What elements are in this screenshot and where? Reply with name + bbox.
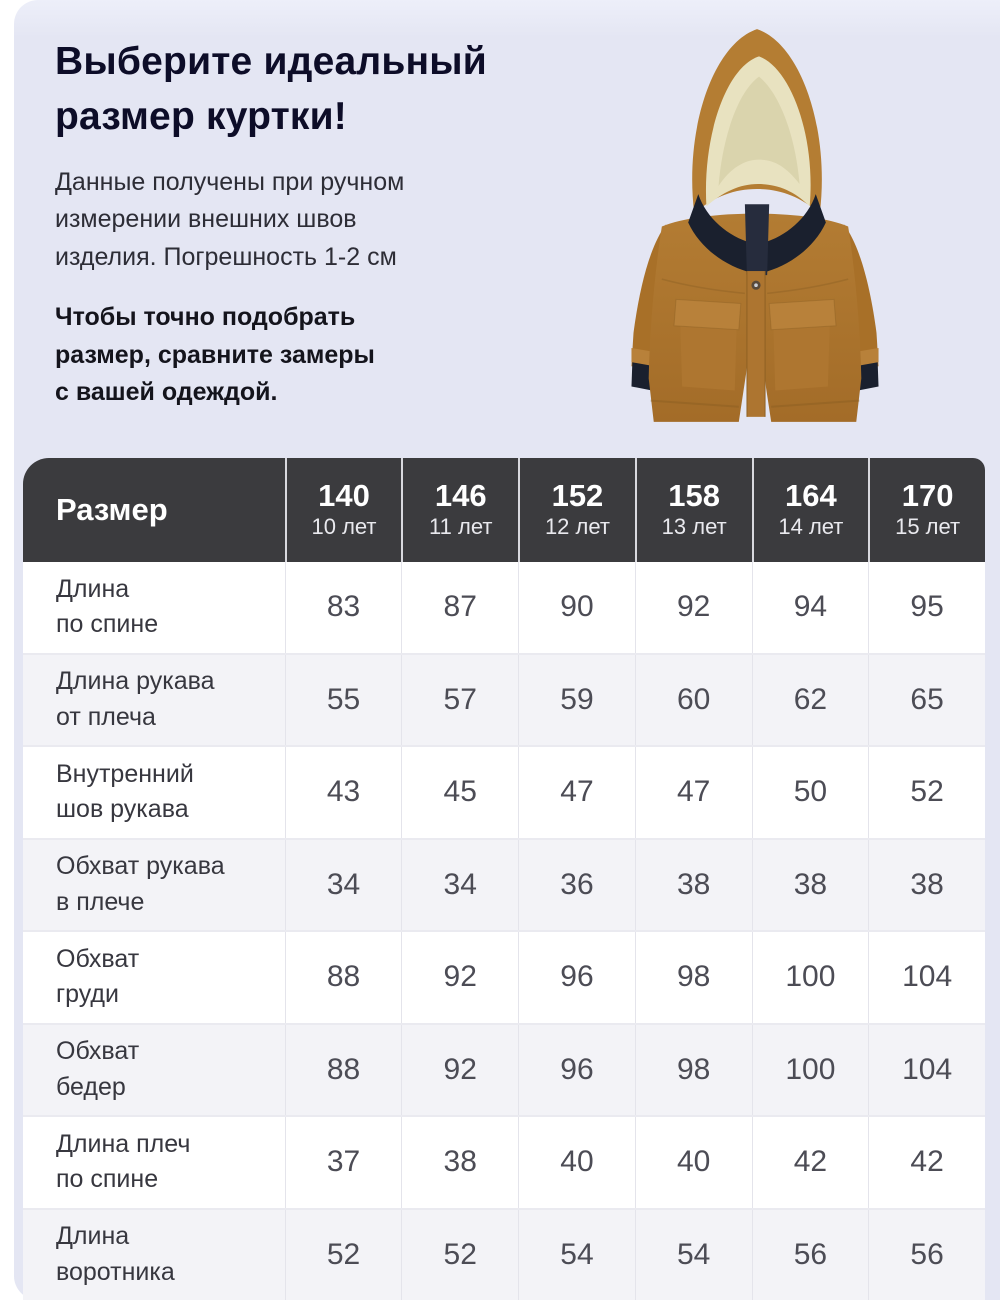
measurement-cell: 92 xyxy=(401,932,518,1023)
age-value: 14 лет xyxy=(778,514,844,540)
measurement-cell: 62 xyxy=(751,654,869,745)
measurement-cell: 57 xyxy=(401,654,518,745)
measurement-cell: 100 xyxy=(751,932,869,1023)
column-header: 164 14 лет xyxy=(751,458,869,562)
measurement-cell: 38 xyxy=(751,839,869,930)
measurement-cell: 54 xyxy=(518,1209,635,1300)
table-row: Длина рукава от плеча 55 57 59 60 62 65 xyxy=(23,652,985,745)
measurement-cell: 37 xyxy=(284,1117,402,1208)
size-value: 158 xyxy=(668,478,721,514)
table-body: Длина по спине 83 87 90 92 94 95 Длина рукава… xyxy=(23,562,985,1300)
intro-text: Данные получены при ручном измерении вне… xyxy=(55,167,405,271)
size-value: 152 xyxy=(551,478,604,514)
measurement-cell: 94 xyxy=(751,562,869,653)
measurement-cell: 55 xyxy=(284,654,402,745)
parka-illustration xyxy=(631,29,879,422)
measurement-cell: 56 xyxy=(868,1209,985,1300)
measurement-cell: 47 xyxy=(634,747,752,838)
size-table: Размер 140 10 лет 146 11 лет 152 12 лет … xyxy=(23,458,985,1300)
measurement-cell: 47 xyxy=(518,747,635,838)
table-row: Внутренний шов рукава 43 45 47 47 50 52 xyxy=(23,745,985,838)
size-value: 164 xyxy=(785,478,837,514)
measurement-cell: 38 xyxy=(401,1117,518,1208)
page-title: Выберите идеальный размер куртки! xyxy=(55,40,487,139)
measurement-cell: 34 xyxy=(284,839,402,930)
measurement-cell: 36 xyxy=(518,839,635,930)
row-label: Длина по спине xyxy=(56,574,159,639)
table-row: Длина по спине 83 87 90 92 94 95 xyxy=(23,562,985,653)
measurement-cell: 43 xyxy=(284,747,402,838)
row-label: Обхват бедер xyxy=(56,1037,140,1101)
measurement-cell: 38 xyxy=(868,839,985,930)
measurement-cell: 45 xyxy=(401,747,518,838)
table-row: Обхват груди 88 92 96 98 100 104 xyxy=(23,930,985,1023)
measurement-cell: 104 xyxy=(868,932,985,1023)
measurement-cell: 100 xyxy=(751,1024,869,1115)
row-label: Длина рукава от плеча xyxy=(56,667,215,731)
age-value: 11 лет xyxy=(429,514,493,540)
measurement-cell: 98 xyxy=(634,1024,752,1115)
table-row: Обхват бедер 88 92 96 98 100 104 xyxy=(23,1022,985,1115)
measurement-cell: 40 xyxy=(634,1117,752,1208)
measurement-cell: 50 xyxy=(751,747,869,838)
measurement-cell: 38 xyxy=(634,839,752,930)
measurement-cell: 52 xyxy=(401,1209,518,1300)
table-header-row: Размер 140 10 лет 146 11 лет 152 12 лет … xyxy=(23,458,985,562)
measurement-cell: 92 xyxy=(401,1024,518,1115)
measurement-cell: 83 xyxy=(284,562,402,653)
table-row: Длина воротника 52 52 54 54 56 56 xyxy=(23,1207,985,1300)
measurement-cell: 56 xyxy=(751,1209,869,1300)
column-header: 140 10 лет xyxy=(284,458,402,562)
jacket-image xyxy=(630,24,880,429)
row-label: Внутренний шов рукава xyxy=(56,759,194,824)
measurement-cell: 104 xyxy=(868,1024,985,1115)
measurement-cell: 90 xyxy=(518,562,635,653)
measurement-cell: 96 xyxy=(518,1024,635,1115)
row-label: Обхват рукава в плече xyxy=(56,852,225,916)
column-header: 152 12 лет xyxy=(518,458,635,562)
column-header: 146 11 лет xyxy=(401,458,518,562)
age-value: 13 лет xyxy=(661,514,727,540)
column-header: 158 13 лет xyxy=(634,458,752,562)
size-value: 140 xyxy=(318,478,370,514)
measurement-cell: 87 xyxy=(401,562,518,653)
age-value: 10 лет xyxy=(311,514,377,540)
column-header: 170 15 лет xyxy=(868,458,985,562)
measurement-cell: 96 xyxy=(518,932,635,1023)
table-row: Длина плеч по спине 37 38 40 40 42 42 xyxy=(23,1115,985,1208)
size-value: 146 xyxy=(434,478,487,514)
column-header-size: Размер xyxy=(56,492,168,527)
table-row: Обхват рукава в плече 34 34 36 38 38 38 xyxy=(23,837,985,930)
measurement-cell: 54 xyxy=(634,1209,752,1300)
size-value: 170 xyxy=(901,478,954,514)
measurement-cell: 34 xyxy=(401,839,518,930)
measurement-cell: 52 xyxy=(868,747,985,838)
hero-section: Выберите идеальный размер куртки! Данные… xyxy=(55,34,630,412)
measurement-cell: 60 xyxy=(634,654,752,745)
measurement-cell: 52 xyxy=(284,1209,402,1300)
row-label: Обхват груди xyxy=(56,944,140,1009)
age-value: 15 лет xyxy=(895,514,961,540)
measurement-cell: 92 xyxy=(634,562,752,653)
measurement-cell: 40 xyxy=(518,1117,635,1208)
measurement-cell: 98 xyxy=(634,932,752,1023)
measurement-cell: 88 xyxy=(284,1024,402,1115)
row-label: Длина плеч по спине xyxy=(56,1129,191,1194)
measurement-cell: 42 xyxy=(868,1117,985,1208)
measurement-cell: 95 xyxy=(868,562,985,653)
measurement-cell: 65 xyxy=(868,654,985,745)
age-value: 12 лет xyxy=(544,514,610,540)
row-label: Длина воротника xyxy=(56,1222,175,1286)
measurement-cell: 42 xyxy=(751,1117,869,1208)
measurement-cell: 59 xyxy=(518,654,635,745)
note-text: Чтобы точно подобрать размер, сравните з… xyxy=(55,303,375,407)
measurement-cell: 88 xyxy=(284,932,402,1023)
